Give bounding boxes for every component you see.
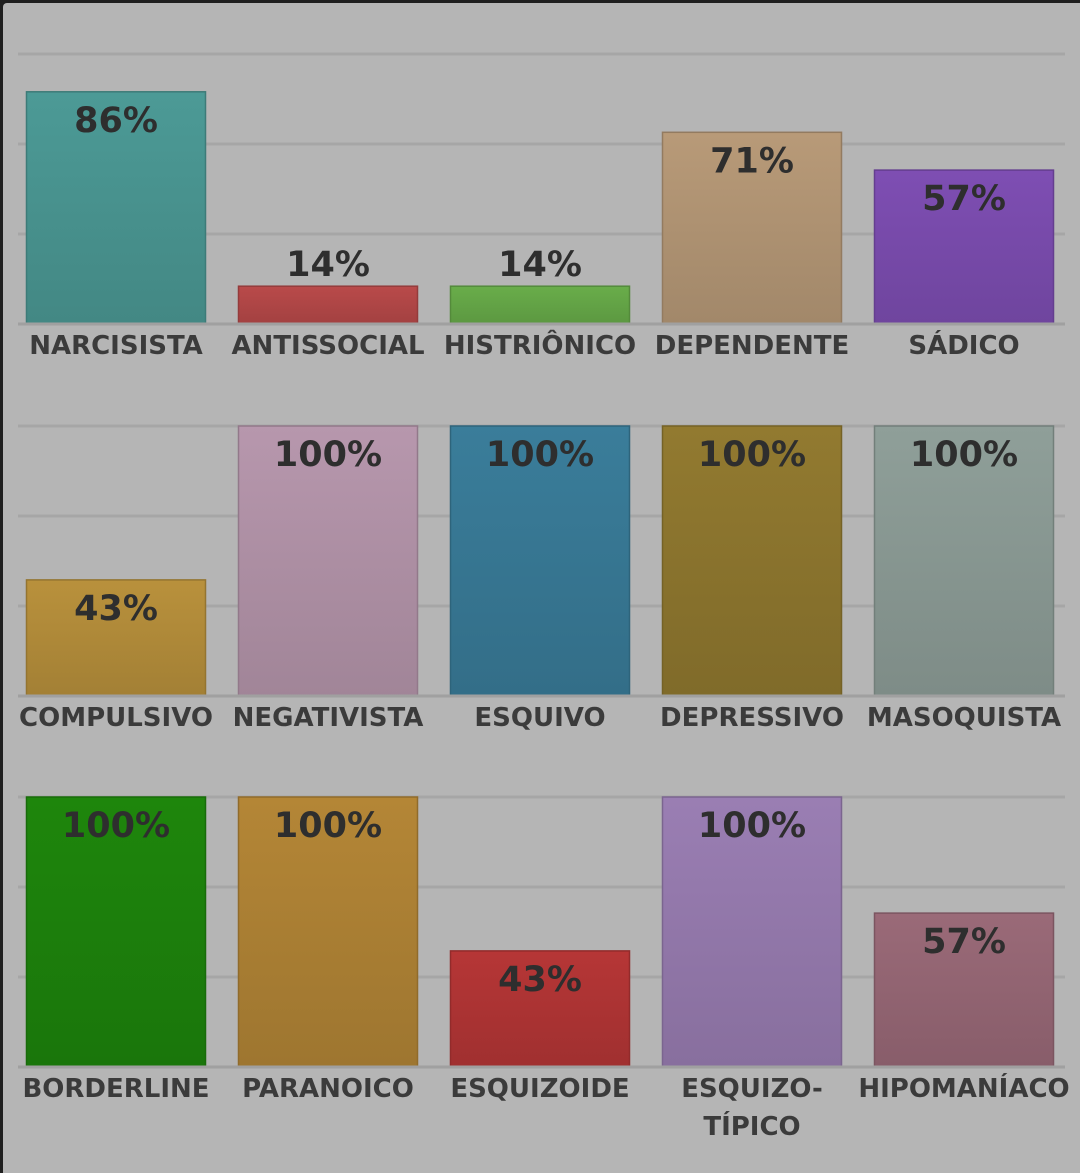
data-label: 43%: [498, 960, 582, 1000]
bar: [237, 425, 419, 697]
bar: [449, 285, 631, 325]
category-label: ESQUIZO-TÍPICO: [681, 1074, 823, 1142]
category-label: ESQUIVO: [474, 703, 605, 733]
bar: [661, 131, 843, 325]
data-label: 57%: [922, 922, 1006, 962]
category-label: COMPULSIVO: [19, 703, 213, 733]
bar: [873, 425, 1055, 697]
chart-1: 86% NARCISISTA 14% ANTISSOCIAL 14% HISTRIÔNIC…: [18, 52, 1065, 361]
bar: [237, 796, 419, 1068]
data-label: 43%: [74, 589, 158, 629]
category-label: ESQUIZOIDE: [450, 1074, 629, 1104]
data-label: 100%: [698, 806, 806, 846]
bar: [25, 796, 207, 1068]
bar: [661, 796, 843, 1068]
bar: [661, 425, 843, 697]
data-label: 14%: [286, 245, 370, 285]
bar: [873, 169, 1055, 325]
data-label: 14%: [498, 245, 582, 285]
chart-panel: 86% NARCISISTA 14% ANTISSOCIAL 14% HISTRIÔNIC…: [3, 3, 1080, 1173]
bar: [25, 579, 207, 697]
category-label: SÁDICO: [908, 329, 1019, 361]
bar: [873, 912, 1055, 1068]
data-label: 100%: [274, 806, 382, 846]
category-label: PARANOICO: [242, 1074, 414, 1104]
data-label: 100%: [698, 435, 806, 475]
category-label: BORDERLINE: [22, 1074, 209, 1104]
category-label: NEGATIVISTA: [233, 703, 424, 733]
data-label: 100%: [274, 435, 382, 475]
data-label: 100%: [62, 806, 170, 846]
category-label: DEPRESSIVO: [660, 703, 844, 733]
chart-3: 100% BORDERLINE 100% PARANOICO 43% ESQUIZOIDE…: [18, 795, 1070, 1142]
bar: [25, 91, 207, 325]
data-label: 86%: [74, 101, 158, 141]
category-label: HISTRIÔNICO: [444, 329, 636, 361]
data-label: 71%: [710, 141, 794, 181]
bar: [237, 285, 419, 325]
bar: [449, 950, 631, 1068]
data-label: 100%: [486, 435, 594, 475]
bar: [449, 425, 631, 697]
category-label: MASOQUISTA: [867, 703, 1061, 733]
category-label: NARCISISTA: [29, 331, 203, 361]
chart-2: 43% COMPULSIVO 100% NEGATIVISTA 100% ESQUIVO 1…: [18, 424, 1065, 733]
category-label: HIPOMANÍACO: [858, 1072, 1069, 1104]
bar-chart-grid: 86% NARCISISTA 14% ANTISSOCIAL 14% HISTRIÔNIC…: [18, 52, 1070, 1142]
data-label: 100%: [910, 435, 1018, 475]
category-label: DEPENDENTE: [655, 331, 850, 361]
data-label: 57%: [922, 179, 1006, 219]
category-label: ANTISSOCIAL: [231, 331, 424, 361]
